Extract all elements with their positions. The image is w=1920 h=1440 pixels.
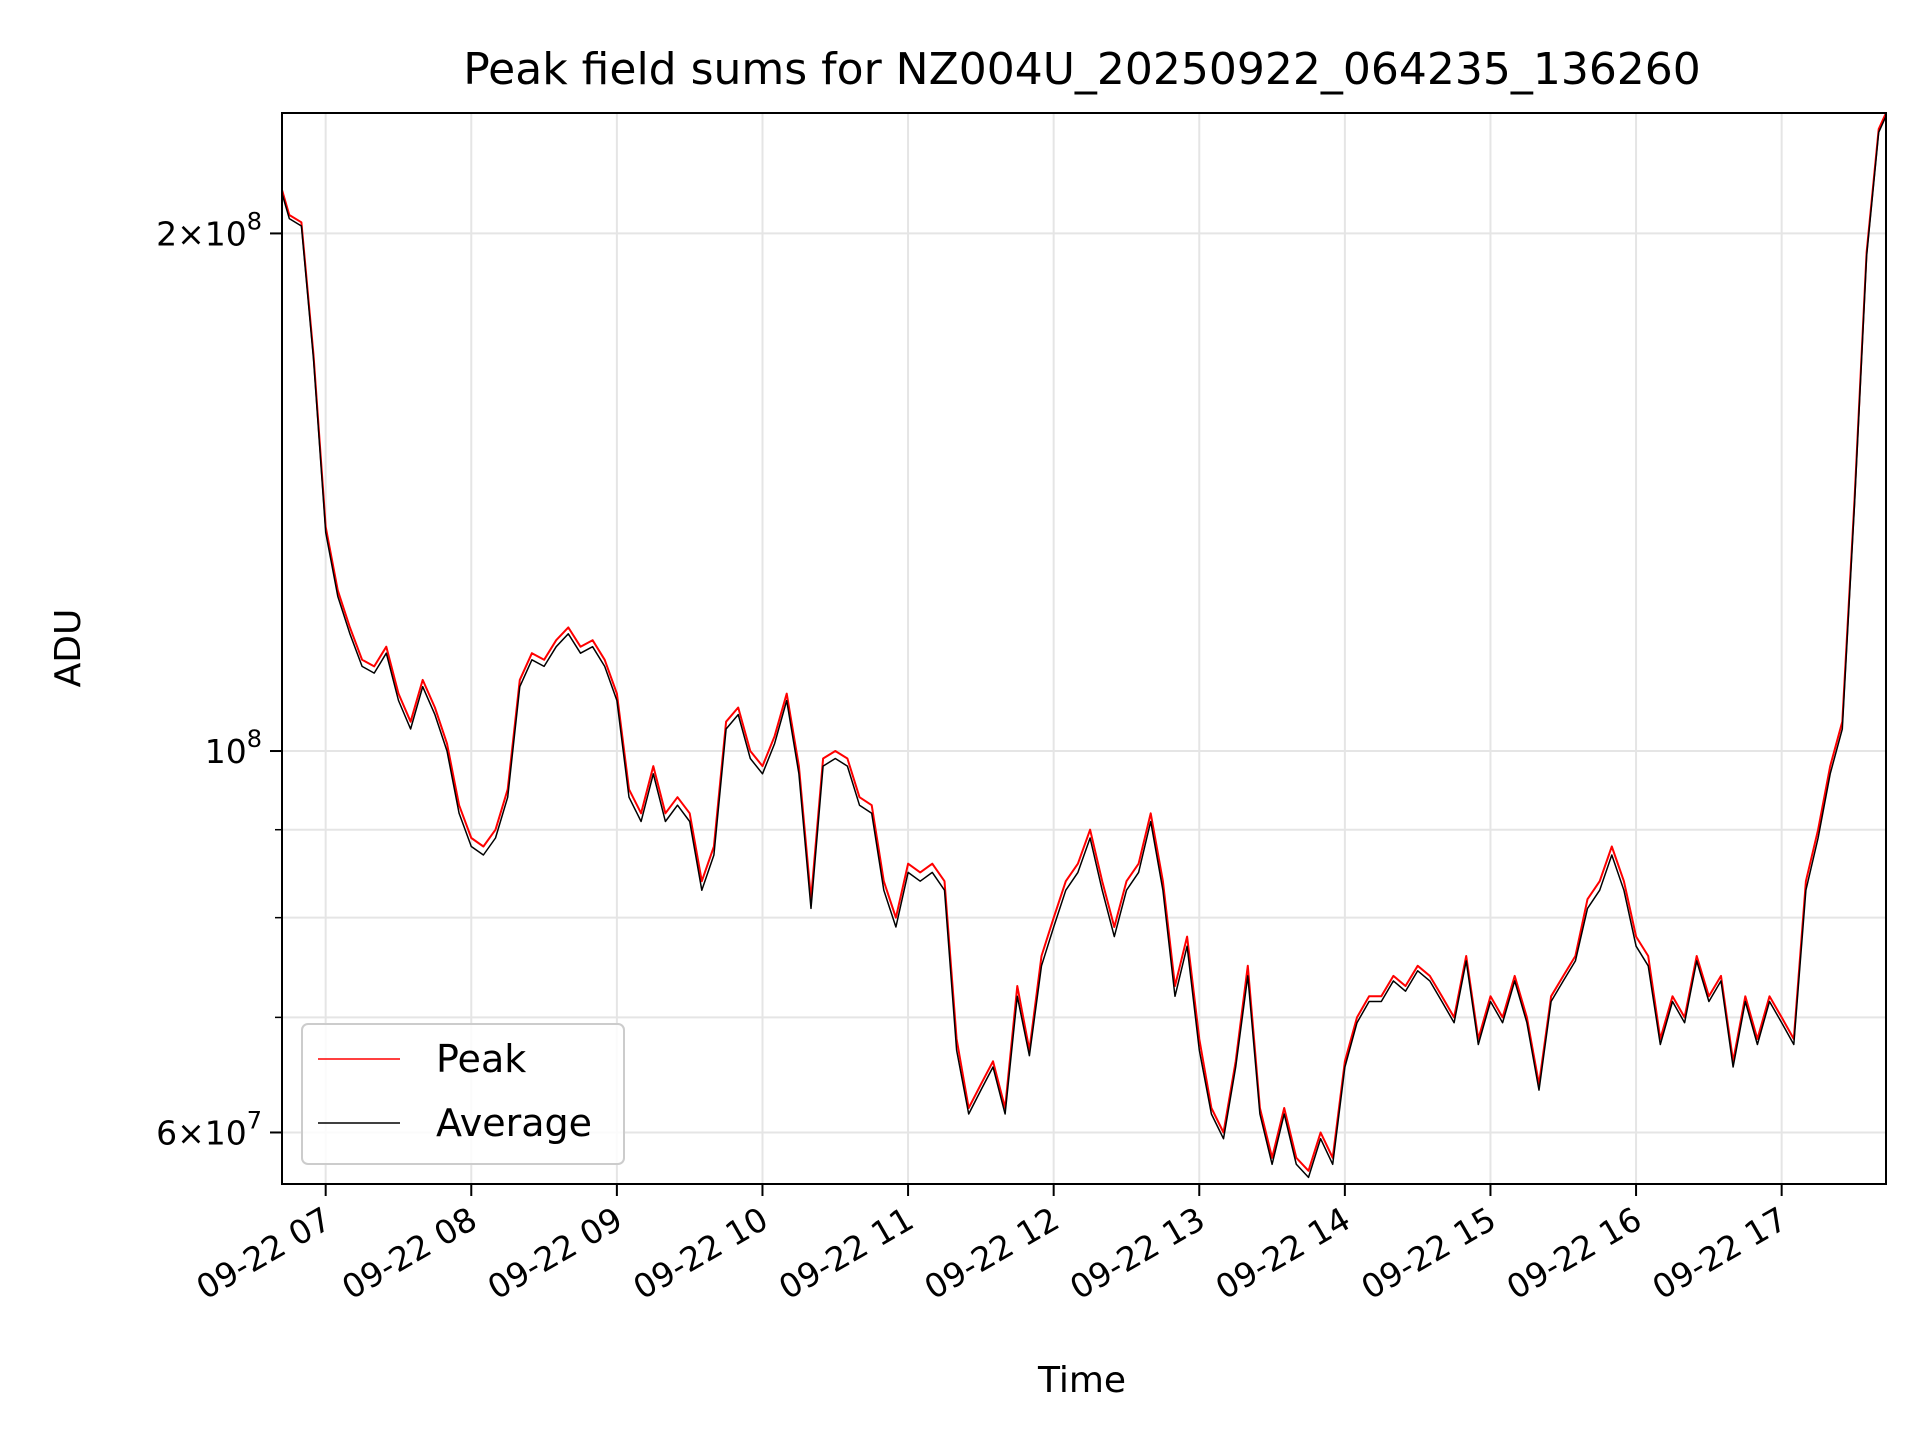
y-axis: 2×108 108 6×107 [156,207,282,1152]
legend-label-peak: Peak [436,1037,526,1081]
y-tick-label: 2×108 [156,207,262,253]
chart-title: Peak field sums for NZ004U_20250922_0642… [463,44,1701,95]
plot-frame [281,112,1887,1185]
grid [282,113,1886,1184]
x-axis-label: Time [1037,1360,1126,1401]
legend-label-average: Average [436,1101,592,1145]
legend: Peak Average [301,1023,625,1165]
y-tick-label: 6×107 [156,1106,262,1152]
series-line-average [281,115,1887,1179]
series-line-peak [281,112,1887,1172]
series-layer [281,112,1887,1179]
y-tick-label: 108 [205,725,262,771]
y-axis-label: ADU [48,609,89,688]
